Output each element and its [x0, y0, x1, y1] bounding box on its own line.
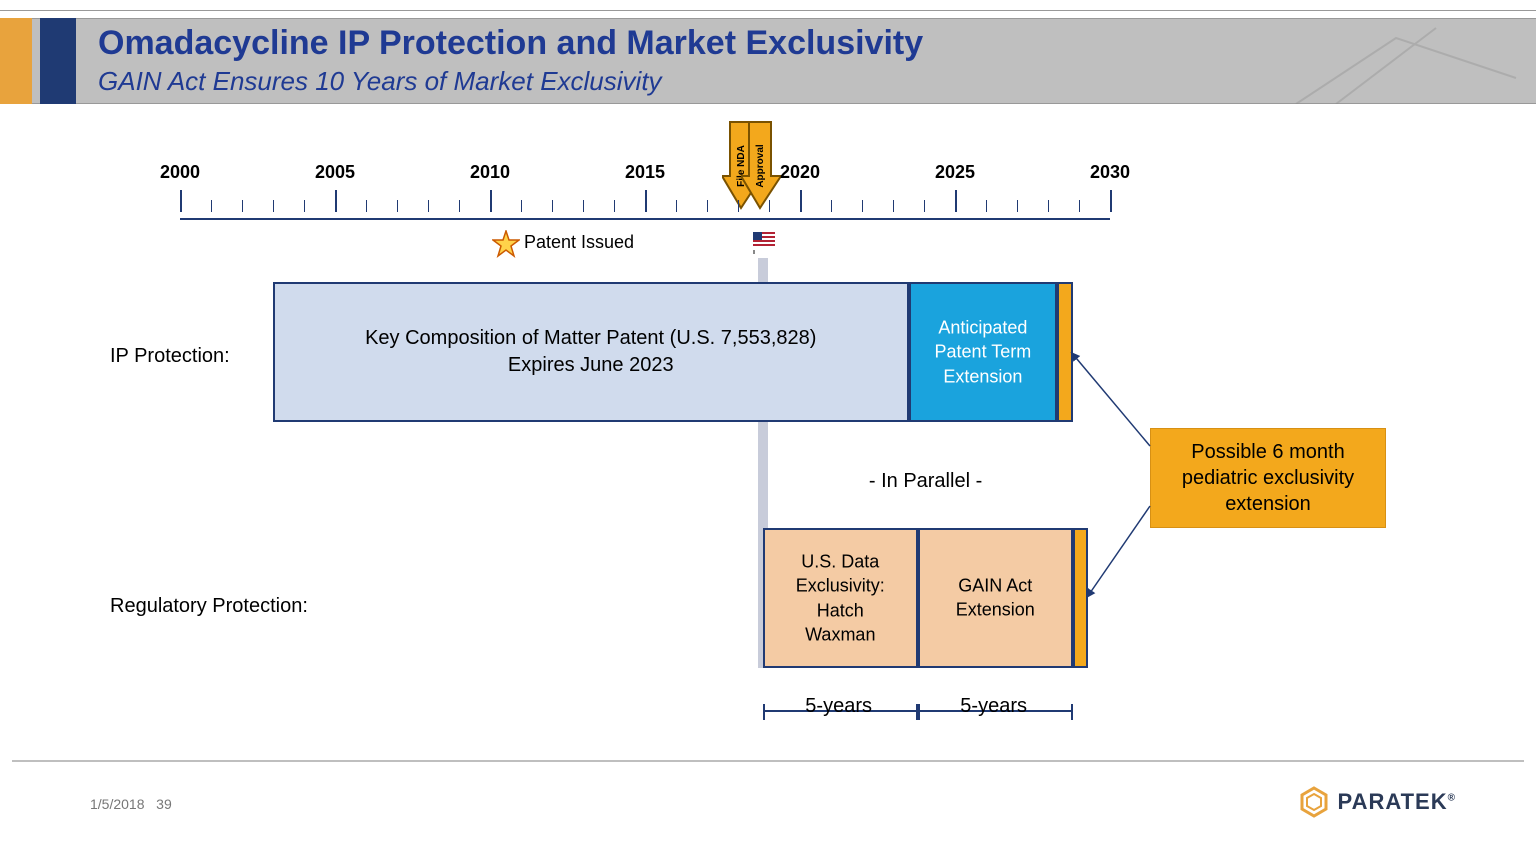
bracket-5yr-2-label: 5-years	[960, 695, 1027, 718]
header-accent-orange	[0, 18, 32, 104]
ip-ext-text: Anticipated Patent Term Extension	[911, 316, 1056, 389]
ip-extension-bar: Anticipated Patent Term Extension	[909, 282, 1058, 422]
ip-pediatric-bar	[1057, 282, 1073, 422]
axis-year-label: 2030	[1090, 162, 1130, 183]
reg-pediatric-bar	[1073, 528, 1089, 668]
hatch-waxman-text: U.S. Data Exclusivity: Hatch Waxman	[765, 549, 916, 646]
ip-row-label: IP Protection:	[110, 345, 230, 368]
pediatric-callout: Possible 6 month pediatric exclusivity e…	[1150, 428, 1386, 528]
top-rule	[0, 10, 1536, 11]
star-icon	[492, 230, 520, 258]
paratek-logo: PARATEK®	[1298, 786, 1456, 818]
timeline-axis: 2000200520102015202020252030	[180, 190, 1110, 220]
timeline-diagram: File NDA Approval 2000200520102015202020…	[0, 150, 1536, 760]
hatch-waxman-bar: U.S. Data Exclusivity: Hatch Waxman	[763, 528, 918, 668]
ip-main-patent-bar: Key Composition of Matter Patent (U.S. 7…	[273, 282, 909, 422]
axis-year-label: 2020	[780, 162, 820, 183]
bracket-5yr-1-label: 5-years	[805, 695, 872, 718]
gain-act-bar: GAIN Act Extension	[918, 528, 1073, 668]
in-parallel-label: - In Parallel -	[763, 470, 1089, 493]
header-accent-navy	[40, 18, 76, 104]
axis-year-label: 2025	[935, 162, 975, 183]
us-flag-icon	[753, 232, 779, 259]
paratek-logo-text: PARATEK®	[1338, 789, 1456, 815]
patent-issued-marker: Patent Issued	[492, 230, 635, 258]
axis-year-label: 2015	[625, 162, 665, 183]
page-title: Omadacycline IP Protection and Market Ex…	[98, 24, 923, 63]
patent-issued-label: Patent Issued	[524, 232, 634, 252]
ip-main-text: Key Composition of Matter Patent (U.S. 7…	[275, 325, 907, 379]
footer-rule	[12, 760, 1524, 762]
paratek-logo-icon	[1298, 786, 1330, 818]
axis-year-label: 2000	[160, 162, 200, 183]
approval-label: Approval	[755, 144, 766, 188]
regulatory-row-label: Regulatory Protection:	[110, 595, 308, 618]
gain-act-text: GAIN Act Extension	[920, 574, 1071, 623]
axis-year-label: 2010	[470, 162, 510, 183]
axis-year-label: 2005	[315, 162, 355, 183]
page-subtitle: GAIN Act Ensures 10 Years of Market Excl…	[98, 66, 662, 97]
footer-date-page: 1/5/2018 39	[90, 796, 172, 812]
